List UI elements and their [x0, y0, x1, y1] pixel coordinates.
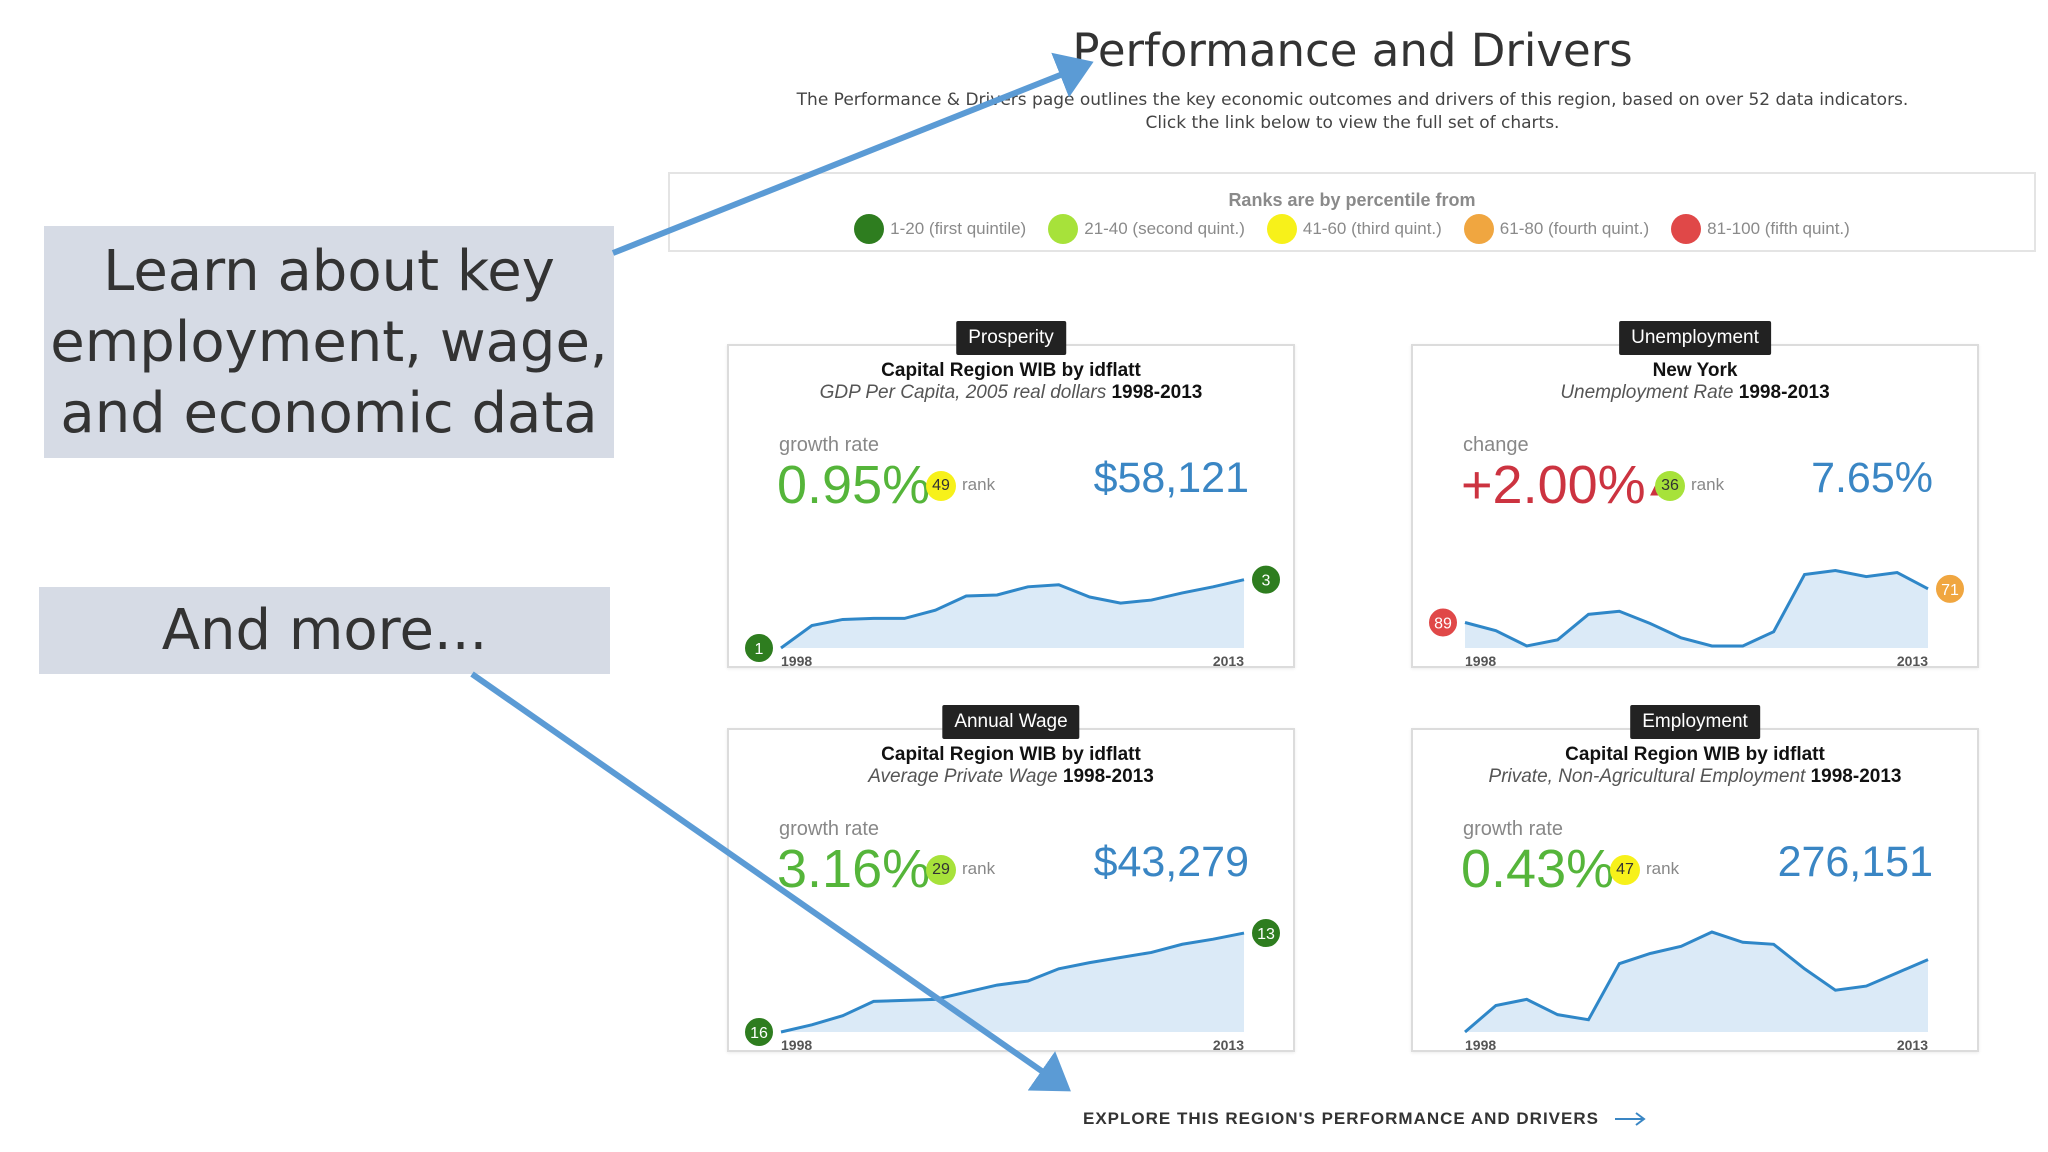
start-rank-marker: 1	[743, 632, 775, 664]
callout-line: employment, wage,	[50, 310, 608, 375]
description-line-1: The Performance & Drivers page outlines …	[796, 90, 1909, 110]
card-region: New York	[1652, 360, 1738, 381]
card-subtitle: GDP Per Capita, 2005 real dollars 1998-2…	[729, 382, 1293, 404]
explore-link-label[interactable]: EXPLORE THIS REGION'S PERFORMANCE AND DR…	[1083, 1109, 1599, 1128]
card-indicator: Private, Non-Agricultural Employment	[1488, 766, 1806, 787]
quintile-dot-icon	[1266, 214, 1297, 244]
card-region: Capital Region WIB by idflatt	[881, 360, 1141, 381]
metric-card-employment[interactable]: Employment Capital Region WIB by idflatt…	[1411, 705, 1979, 1053]
metric-value-text: 0.43%	[1461, 839, 1615, 899]
card-indicator: GDP Per Capita, 2005 real dollars	[819, 382, 1107, 403]
metric-label: growth rate	[779, 434, 880, 456]
explore-performance-link[interactable]: EXPLORE THIS REGION'S PERFORMANCE AND DR…	[1083, 1109, 1647, 1129]
legend-item-first: 1-20 (first quintile)	[854, 214, 1026, 244]
rank-badge: 49	[926, 471, 956, 501]
trend-area	[781, 579, 1244, 648]
end-rank-marker: 3	[1250, 563, 1282, 596]
rank-label: rank	[1646, 859, 1680, 878]
current-value: $58,121	[1093, 454, 1249, 502]
card-subtitle: Private, Non-Agricultural Employment 199…	[1413, 766, 1977, 788]
end-year-label: 2013	[1213, 1037, 1244, 1053]
card-years: 1998-2013	[1738, 382, 1830, 403]
rank-legend: Ranks are by percentile from 1-20 (first…	[668, 172, 2036, 252]
legend-item-fifth: 81-100 (fifth quint.)	[1671, 214, 1850, 244]
trend-chart: 1998 2013 89 71	[1427, 568, 1966, 669]
rank-marker-label: 3	[1262, 573, 1271, 590]
trend-area	[1465, 570, 1928, 648]
metric-value-text: 0.95%	[777, 455, 931, 515]
end-rank-marker: 71	[1934, 572, 1966, 605]
card-years: 1998-2013	[1111, 382, 1203, 403]
callout-line: Learn about key	[103, 239, 555, 304]
metric-label: growth rate	[1463, 818, 1564, 840]
metric-value: 0.95%	[777, 454, 930, 516]
callout-and-more: And more...	[39, 587, 610, 674]
trend-area	[1465, 932, 1928, 1032]
legend-item-third: 41-60 (third quint.)	[1266, 214, 1442, 244]
start-year-label: 1998	[1465, 1037, 1496, 1053]
metric-card-unemployment[interactable]: Unemployment New York Unemployment Rate …	[1411, 321, 1979, 669]
quintile-dot-icon	[1048, 214, 1079, 244]
start-rank-marker: 89	[1427, 606, 1459, 639]
legend-item-label: 21-40 (second quint.)	[1084, 219, 1245, 238]
quintile-dot-icon	[1671, 214, 1702, 244]
rank-marker-label: 71	[1941, 582, 1959, 599]
callout-line: and economic data	[60, 381, 598, 446]
metric-value: 0.43%	[1461, 838, 1614, 900]
start-rank-marker: 16	[743, 1016, 775, 1048]
card-region: Capital Region WIB by idflatt	[1565, 744, 1825, 765]
legend-item-label: 81-100 (fifth quint.)	[1707, 219, 1850, 238]
trend-line	[1464, 930, 1929, 1034]
trend-chart: 1998 2013	[1464, 930, 1929, 1053]
legend-item-second: 21-40 (second quint.)	[1048, 214, 1245, 244]
arrow-right-icon	[1614, 1112, 1646, 1126]
metric-label: change	[1463, 434, 1529, 456]
current-value: $43,279	[1093, 838, 1249, 886]
start-year-label: 1998	[1465, 653, 1496, 669]
card-indicator: Unemployment Rate	[1560, 382, 1734, 403]
current-value: 7.65%	[1811, 454, 1933, 502]
legend-item-label: 61-80 (fourth quint.)	[1499, 219, 1650, 238]
trend-line	[780, 578, 1245, 650]
start-year-label: 1998	[781, 653, 812, 669]
trend-chart: 1998 2013 16 13	[743, 917, 1282, 1053]
end-rank-marker: 13	[1250, 917, 1282, 950]
rank-marker-label: 13	[1257, 926, 1275, 943]
card-tag: Prosperity	[956, 321, 1066, 355]
metric-value-text: +2.00%	[1461, 455, 1646, 515]
card-years: 1998-2013	[1062, 766, 1154, 787]
page-description: The Performance & Drivers page outlines …	[780, 89, 1925, 135]
rank-label: rank	[962, 475, 996, 494]
callout-learn-about-data: Learn about key employment, wage, and ec…	[44, 226, 614, 458]
card-years: 1998-2013	[1810, 766, 1902, 787]
legend-item-label: 1-20 (first quintile)	[890, 219, 1027, 238]
rank-marker-label: 89	[1434, 616, 1452, 633]
rank-badge: 47	[1610, 855, 1640, 885]
end-year-label: 2013	[1897, 1037, 1928, 1053]
rank-marker-label: 1	[755, 641, 764, 658]
start-year-label: 1998	[781, 1037, 812, 1053]
current-value: 276,151	[1777, 838, 1933, 886]
legend-title: Ranks are by percentile from	[1228, 190, 1476, 210]
page-title: Performance and Drivers	[1072, 24, 1633, 77]
end-year-label: 2013	[1213, 653, 1244, 669]
card-tag: Unemployment	[1619, 321, 1771, 355]
quintile-dot-icon	[1463, 214, 1494, 244]
end-year-label: 2013	[1897, 653, 1928, 669]
legend-item-label: 41-60 (third quint.)	[1302, 219, 1442, 238]
trend-line	[1464, 568, 1929, 648]
rank-label: rank	[1691, 475, 1725, 494]
card-subtitle: Unemployment Rate 1998-2013	[1413, 382, 1977, 404]
metric-card-prosperity[interactable]: Prosperity Capital Region WIB by idflatt…	[727, 321, 1295, 669]
card-tag: Employment	[1630, 705, 1760, 739]
description-line-2: Click the link below to view the full se…	[1145, 113, 1560, 133]
metric-card-annual-wage[interactable]: Annual Wage Capital Region WIB by idflat…	[727, 705, 1295, 1053]
rank-badge: 36	[1655, 471, 1685, 501]
rank-marker-label: 16	[750, 1025, 768, 1042]
quintile-dot-icon	[854, 214, 885, 244]
legend-items: 1-20 (first quintile) 21-40 (second quin…	[670, 214, 2034, 244]
legend-item-fourth: 61-80 (fourth quint.)	[1463, 214, 1650, 244]
trend-chart: 1998 2013 1 3	[743, 563, 1282, 669]
